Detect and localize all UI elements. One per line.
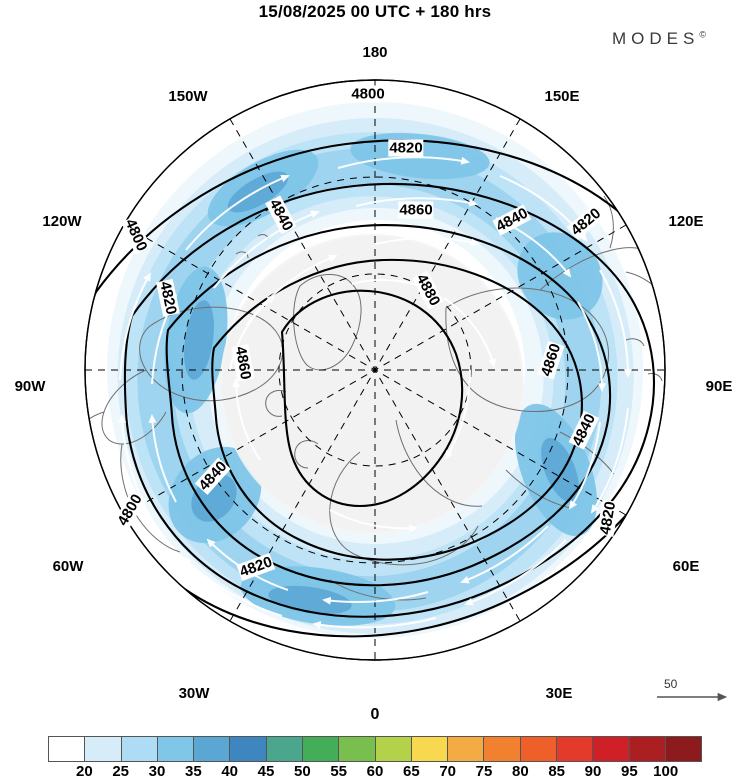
- longitude-label-150w: 150W: [168, 88, 208, 105]
- longitude-label-30e: 30E: [545, 685, 573, 702]
- colorbar-tick: 90: [584, 763, 602, 780]
- colorbar-swatch: [448, 737, 485, 761]
- longitude-label-90e: 90E: [705, 378, 733, 395]
- contour-label-4820: 4820: [388, 139, 424, 157]
- colorbar-swatch: [194, 737, 231, 761]
- colorbar-swatch: [157, 737, 195, 761]
- contour-label-4860: 4860: [398, 201, 434, 219]
- longitude-label-zero: 0: [370, 706, 380, 723]
- colorbar-swatch: [629, 737, 666, 761]
- globe-border: [84, 79, 666, 661]
- colorbar-swatch: [665, 737, 702, 761]
- page-title: 15/08/2025 00 UTC + 180 hrs: [258, 2, 492, 21]
- colorbar-swatch: [339, 737, 376, 761]
- colorbar-tick: 85: [548, 763, 565, 780]
- colorbar-tick: 30: [148, 763, 166, 780]
- colorbar-swatch: [230, 737, 267, 761]
- colorbar-tick: 60: [366, 763, 384, 780]
- colorbar-tick: 25: [112, 763, 129, 780]
- colorbar-tick: 20: [75, 763, 93, 780]
- colorbar-swatch: [266, 737, 303, 761]
- modes-logo-text: MODES: [612, 29, 700, 48]
- longitude-label-60e: 60E: [672, 558, 700, 575]
- wind-scale-arrow: [657, 692, 728, 702]
- colorbar-swatch: [556, 737, 594, 761]
- colorbar-swatches: [48, 736, 702, 762]
- longitude-label-120w: 120W: [42, 213, 82, 230]
- colorbar-swatch: [375, 737, 412, 761]
- colorbar-tick: 45: [257, 763, 275, 780]
- colorbar: 20 25 30 35 40 45 50 55 60 65 70 75 80 85 90 95 100: [0, 733, 750, 782]
- colorbar-swatch: [520, 737, 557, 761]
- colorbar-tick: 100: [653, 763, 679, 780]
- colorbar-tick: 75: [475, 763, 493, 780]
- copyright-icon: ©: [699, 29, 706, 40]
- colorbar-tick: 95: [620, 763, 638, 780]
- map-contents: [85, 80, 665, 660]
- modes-logo: MODES©: [612, 29, 706, 49]
- longitude-label-90w: 90W: [14, 378, 46, 395]
- colorbar-swatch: [593, 737, 630, 761]
- polar-stereographic-map: 4800 4820 4840 4860 4840 4820 4800 4820 4880 4860…: [0, 40, 750, 702]
- colorbar-tick: 40: [221, 763, 238, 780]
- colorbar-swatch: [411, 737, 449, 761]
- colorbar-tick: 35: [184, 763, 202, 780]
- longitude-label-150e: 150E: [544, 88, 580, 105]
- longitude-label-120e: 120E: [668, 213, 704, 230]
- colorbar-tick: 65: [402, 763, 420, 780]
- contour-label-4800: 4800: [350, 85, 386, 103]
- colorbar-ticks: 20 25 30 35 40 45 50 55 60 65 70 75 80 85 90 95 100: [48, 763, 702, 782]
- colorbar-tick: 55: [330, 763, 347, 780]
- colorbar-tick: 50: [293, 763, 311, 780]
- longitude-label-180: 180: [362, 44, 388, 61]
- colorbar-swatch: [49, 737, 86, 761]
- longitude-label-30w: 30W: [178, 685, 210, 702]
- colorbar-swatch: [302, 737, 340, 761]
- colorbar-swatch: [484, 737, 521, 761]
- colorbar-tick: 70: [439, 763, 456, 780]
- map-canvas: [84, 79, 666, 661]
- longitude-label-60w: 60W: [52, 558, 84, 575]
- colorbar-tick: 80: [511, 763, 529, 780]
- wind-scale-value: 50: [664, 677, 678, 691]
- colorbar-swatch: [121, 737, 158, 761]
- colorbar-swatch: [85, 737, 122, 761]
